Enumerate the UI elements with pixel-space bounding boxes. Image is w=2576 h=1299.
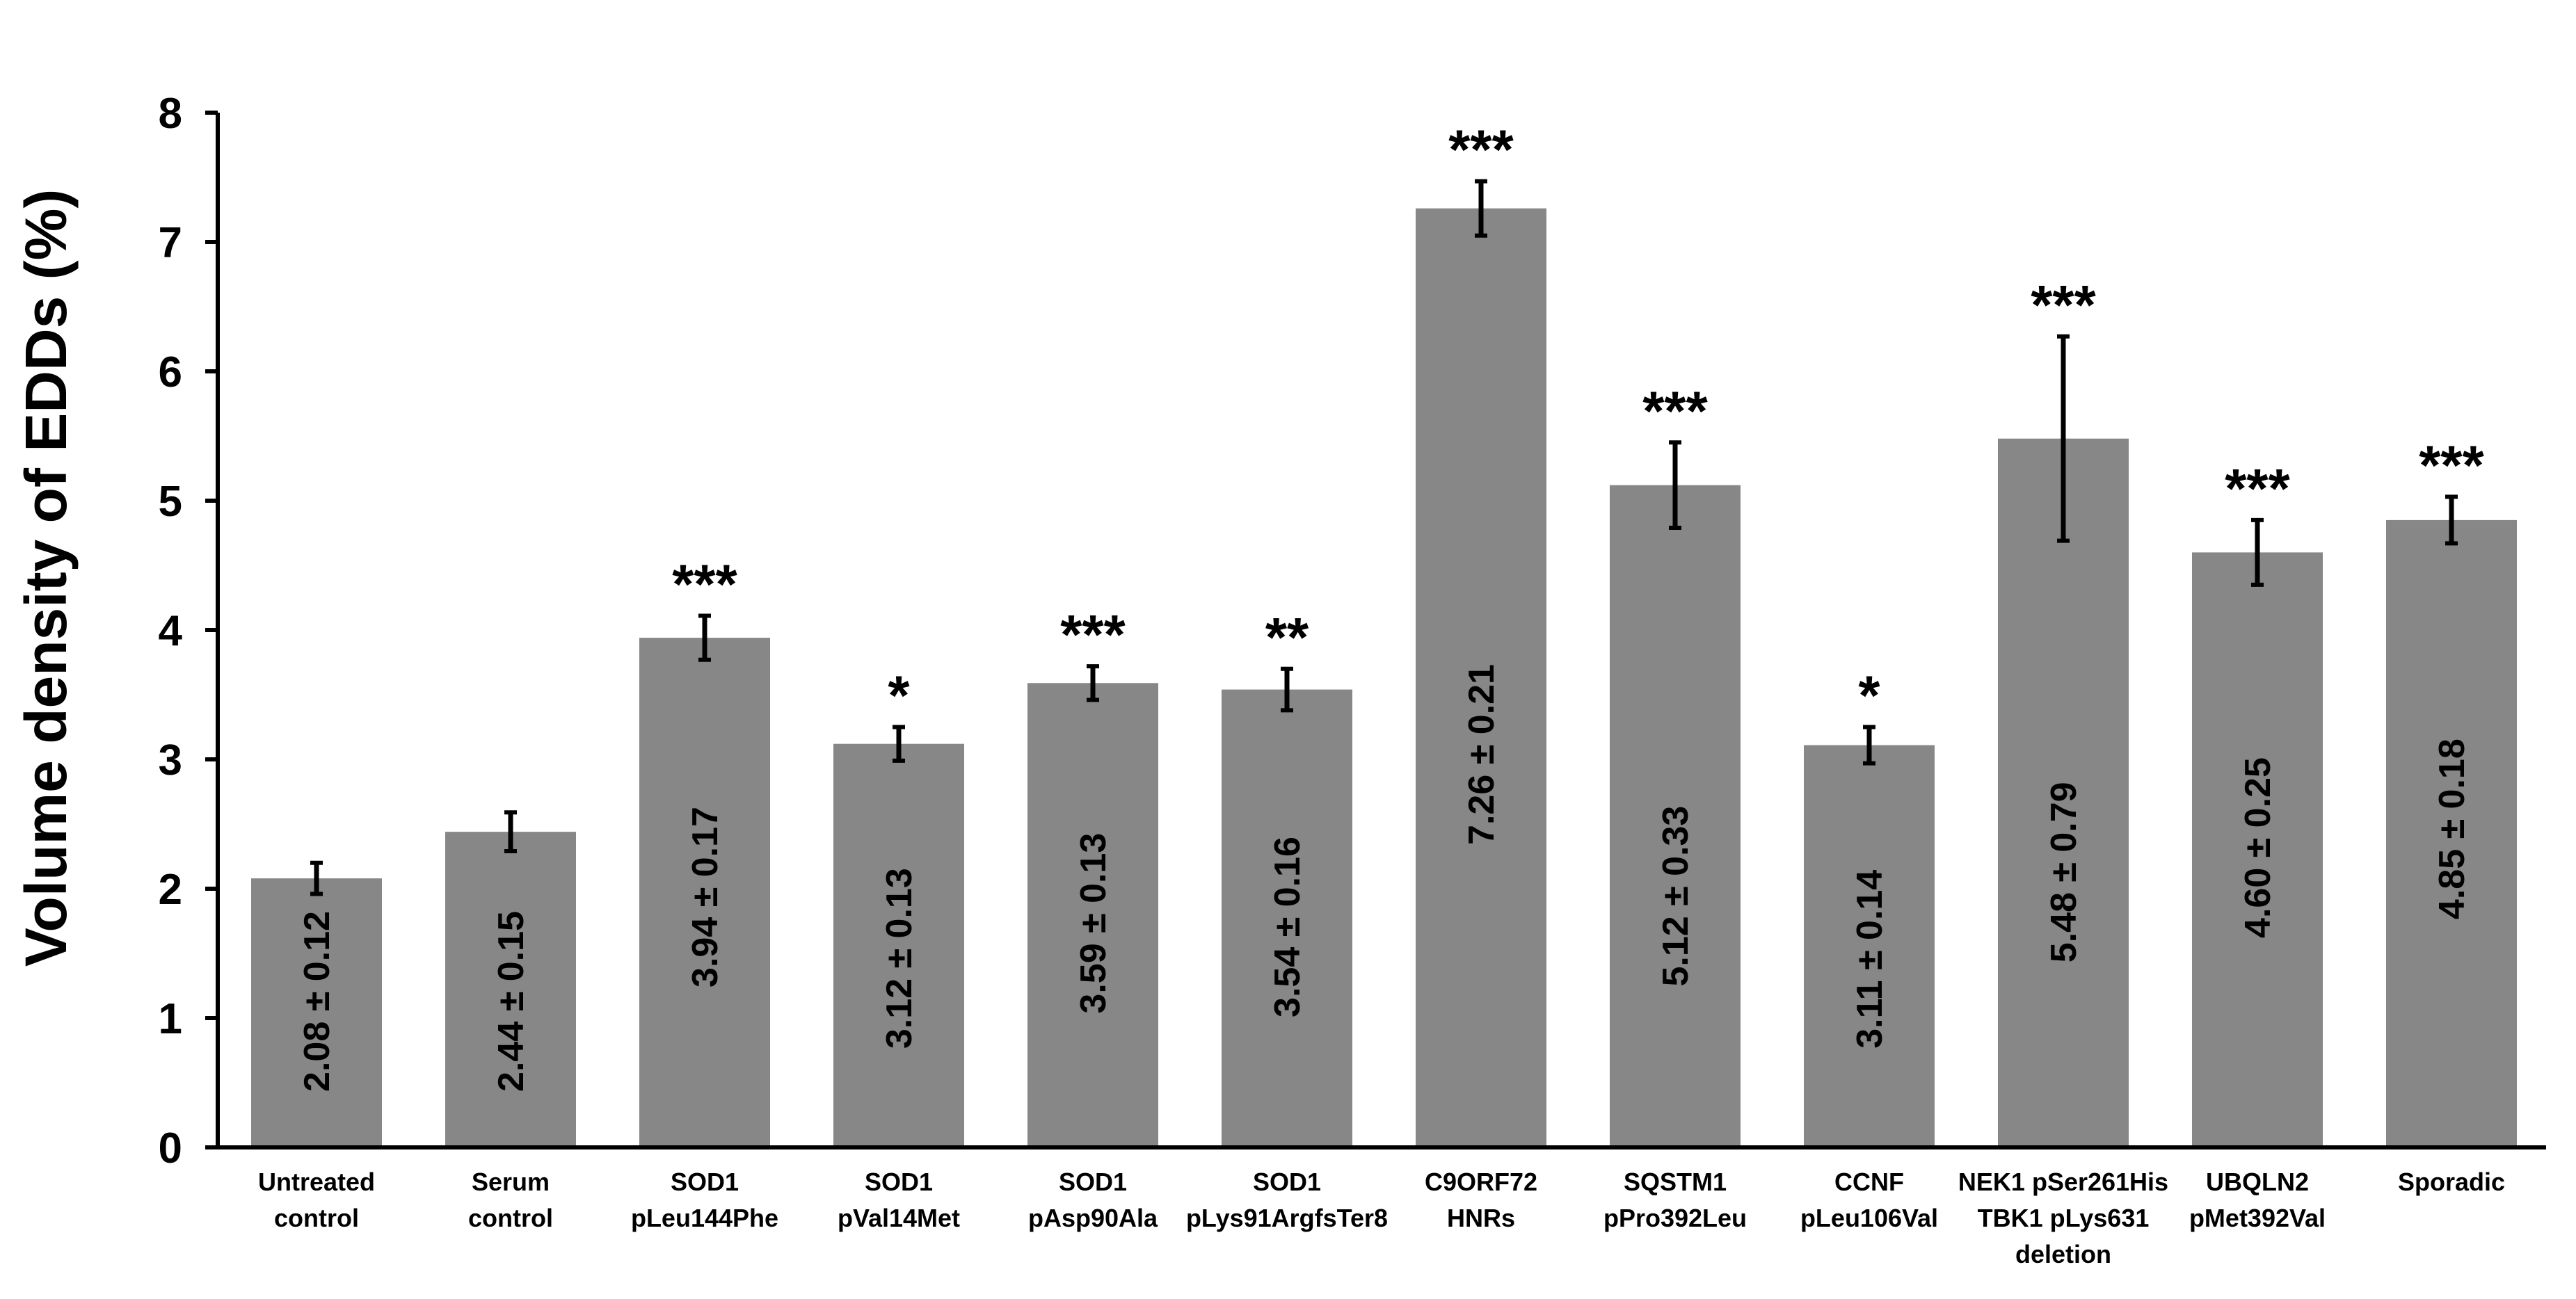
significance-marker: *** — [1642, 380, 1708, 442]
bar-value-label: 3.11 ± 0.14 — [1850, 870, 1890, 1049]
bar — [445, 832, 576, 1147]
y-tick-label: 2 — [159, 866, 182, 914]
x-category-label: control — [274, 1204, 359, 1232]
bar-value-label: 3.54 ± 0.16 — [1267, 837, 1308, 1017]
y-tick-label: 1 — [159, 995, 182, 1043]
y-tick-label: 6 — [159, 348, 182, 396]
bar — [2192, 552, 2323, 1147]
axes-layer — [205, 111, 2546, 1149]
bar-value-label: 2.08 ± 0.12 — [297, 911, 337, 1092]
x-category-label: SOD1 — [671, 1168, 739, 1196]
significance-marker: *** — [1448, 119, 1514, 181]
bar-value-label: 3.94 ± 0.17 — [685, 807, 726, 987]
bar-value-label: 7.26 ± 0.21 — [1462, 664, 1502, 845]
significance-marker: *** — [1060, 604, 1126, 665]
significance-marker: * — [1858, 665, 1880, 727]
bar — [833, 743, 964, 1147]
x-category-label: Untreated — [258, 1168, 375, 1196]
y-tick-label: 7 — [159, 219, 182, 267]
x-category-label: deletion — [2015, 1240, 2111, 1268]
y-tick-label: 0 — [159, 1124, 182, 1172]
x-category-labels-layer: Untreated control Serum control SOD1 pLeu144P… — [258, 1168, 2505, 1268]
x-category-label: CCNF — [1834, 1168, 1904, 1196]
significance-layer: ******* *************** *** — [672, 119, 2484, 727]
bar-value-label: 2.44 ± 0.15 — [491, 911, 531, 1092]
bar-value-label: 3.12 ± 0.13 — [879, 868, 920, 1049]
x-category-label: Sporadic — [2398, 1168, 2505, 1196]
bar-value-label: 3.59 ± 0.13 — [1073, 833, 1114, 1014]
x-category-label: SOD1 — [865, 1168, 933, 1196]
bar — [1610, 485, 1741, 1147]
bars-layer — [251, 208, 2517, 1147]
y-tick-label: 8 — [159, 90, 182, 138]
x-category-label: pAsp90Ala — [1028, 1204, 1158, 1232]
y-axis-title: Volume density of EDDs (%) — [13, 189, 79, 967]
bar — [639, 638, 770, 1147]
bar-value-label: 4.85 ± 0.18 — [2432, 739, 2472, 919]
value-labels-layer: 2.08 ± 0.12 2.44 ± 0.15 3.94 ± 0.17 3.12 ± … — [297, 664, 2472, 1092]
y-tick-label: 4 — [159, 607, 183, 655]
y-tick-labels-layer: 0 1 2 3 4 5 6 7 8 — [159, 90, 183, 1172]
bar-value-label: 4.60 ± 0.25 — [2238, 757, 2278, 938]
x-category-label: control — [468, 1204, 553, 1232]
x-category-label: SQSTM1 — [1624, 1168, 1727, 1196]
error-bars-layer — [310, 179, 2458, 896]
bar — [1998, 438, 2129, 1147]
y-tick-label: 5 — [159, 478, 182, 526]
significance-marker: * — [888, 665, 910, 727]
x-category-label: pLeu144Phe — [631, 1204, 778, 1232]
significance-marker: ** — [1265, 606, 1309, 668]
significance-marker: *** — [2419, 434, 2484, 496]
bar — [1222, 689, 1352, 1147]
x-category-label: pLys91ArgfsTer8 — [1186, 1204, 1388, 1232]
y-tick-label: 3 — [159, 736, 182, 784]
significance-marker: *** — [2031, 274, 2096, 336]
x-category-label: SOD1 — [1059, 1168, 1127, 1196]
bar-value-label: 5.48 ± 0.79 — [2044, 782, 2084, 962]
x-category-label: C9ORF72 — [1425, 1168, 1537, 1196]
bar — [1416, 208, 1546, 1147]
bar — [1804, 745, 1935, 1147]
x-category-label: pMet392Val — [2189, 1204, 2326, 1232]
x-category-label: pPro392Leu — [1603, 1204, 1747, 1232]
bar — [1027, 683, 1158, 1147]
bar — [251, 878, 382, 1147]
x-category-label: Serum — [472, 1168, 550, 1196]
x-category-label: TBK1 pLys631 — [1978, 1204, 2150, 1232]
bar — [2386, 519, 2517, 1147]
x-category-label: pLeu106Val — [1800, 1204, 1938, 1232]
x-category-label: HNRs — [1447, 1204, 1515, 1232]
x-category-label: SOD1 — [1253, 1168, 1321, 1196]
x-category-label: UBQLN2 — [2206, 1168, 2309, 1196]
x-category-label: NEK1 pSer261His — [1958, 1168, 2168, 1196]
x-category-label: pVal14Met — [838, 1204, 960, 1232]
bar-value-label: 5.12 ± 0.33 — [1656, 806, 1696, 987]
significance-marker: *** — [672, 554, 737, 615]
significance-marker: *** — [2225, 458, 2290, 519]
